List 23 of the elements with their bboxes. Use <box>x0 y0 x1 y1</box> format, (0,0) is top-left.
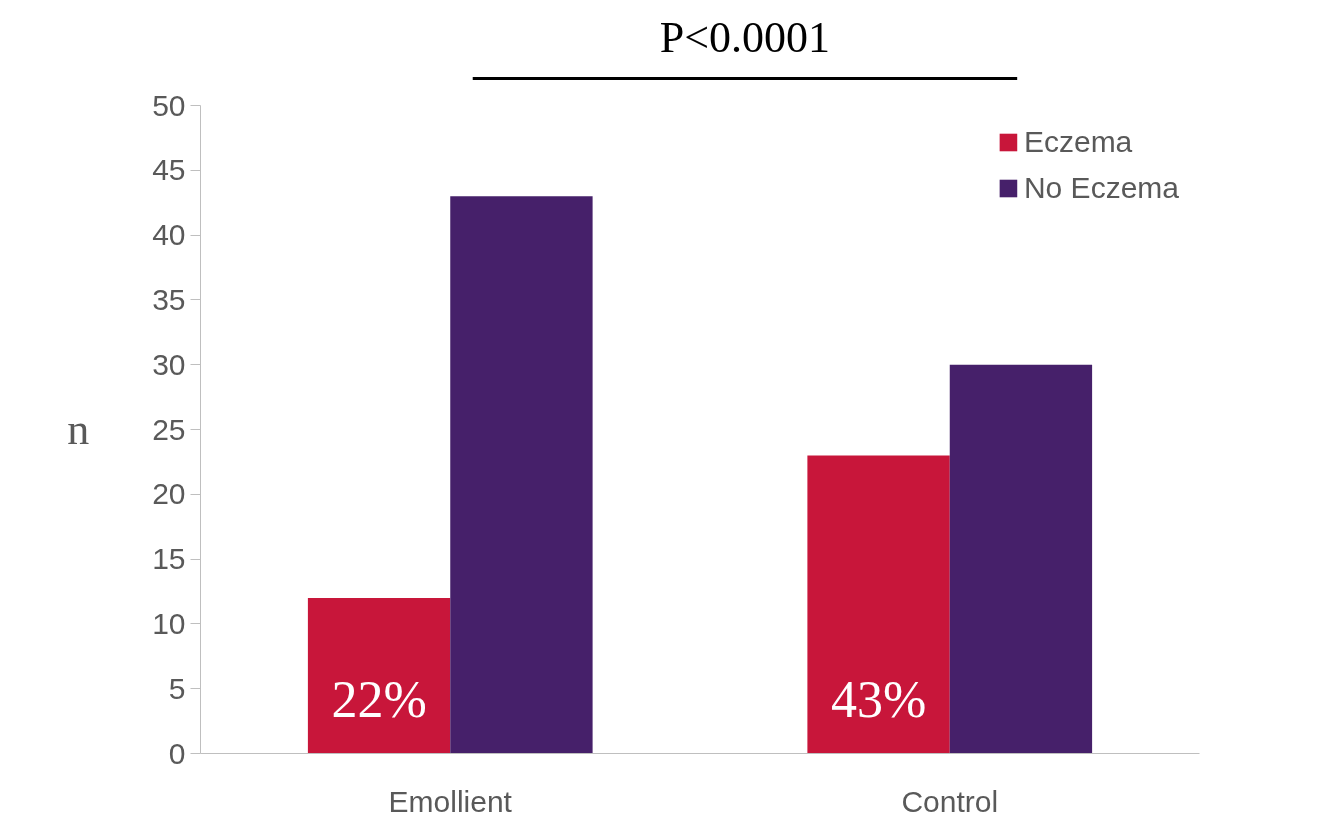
y-tick-label: 40 <box>152 218 186 252</box>
y-tick-label: 35 <box>152 282 186 316</box>
y-axis-title: n <box>67 405 90 454</box>
y-tick-label: 0 <box>168 736 186 770</box>
annotation: 22% <box>331 670 427 728</box>
bar <box>949 364 1093 754</box>
x-tick-label: Emollient <box>388 784 513 818</box>
y-tick-label: 15 <box>152 542 186 576</box>
text: P<0.0001 <box>659 13 831 63</box>
x-tick-label: Control <box>901 784 999 818</box>
y-tick-label: 50 <box>152 88 186 122</box>
y-tick-label: 10 <box>152 606 186 640</box>
bar <box>307 597 451 754</box>
bar <box>807 455 950 754</box>
annotation: 43% <box>830 670 927 728</box>
legend-label: Eczema <box>1023 125 1133 159</box>
y-tick-label: 30 <box>152 347 186 381</box>
y-tick-label: 45 <box>152 153 186 187</box>
y-tick-label: 5 <box>168 671 186 705</box>
y-tick-label: 20 <box>152 477 186 511</box>
y-tick-label: 25 <box>152 412 186 446</box>
bar <box>450 196 593 754</box>
legend-label: No Eczema <box>1023 171 1179 205</box>
